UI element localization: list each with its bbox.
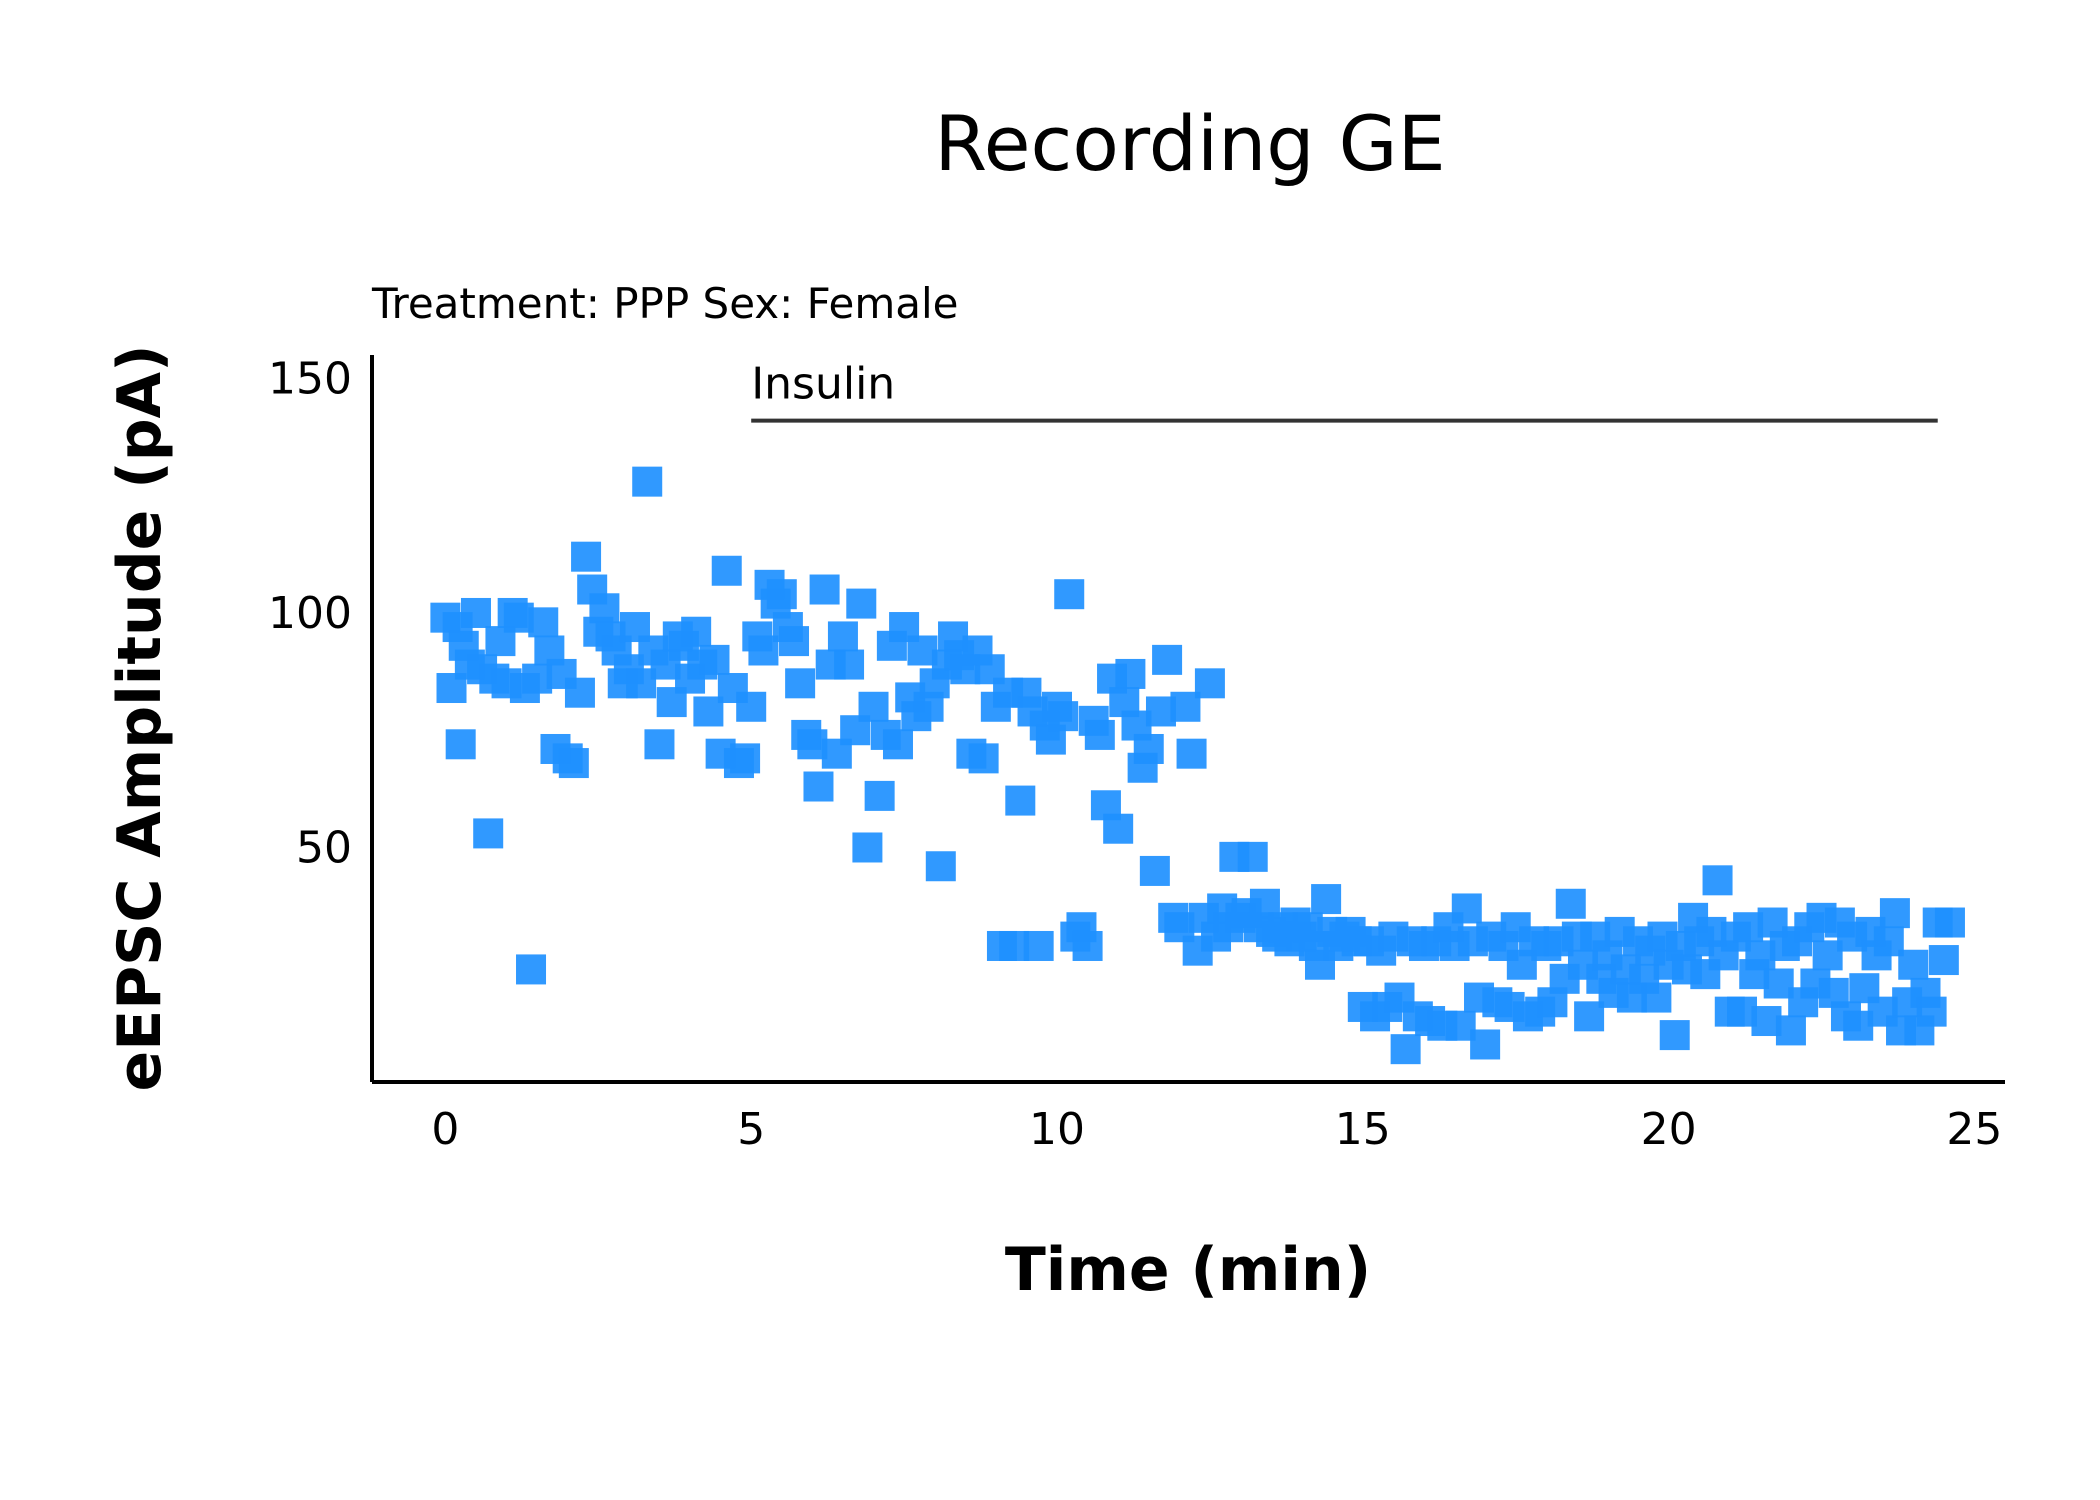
x-tick-label: 15 [1335, 1104, 1391, 1155]
x-axis-label: Time (min) [1005, 1235, 1371, 1305]
y-tick-label: 150 [268, 353, 352, 404]
y-tick-labels: 50 100 150 [268, 353, 352, 873]
data-point [1390, 1034, 1421, 1065]
data-point [1916, 996, 1947, 1027]
data-point [846, 588, 877, 619]
data-point [1898, 949, 1929, 980]
chart-title: Recording GE [934, 99, 1445, 188]
data-point [968, 743, 999, 774]
x-tick-label: 25 [1946, 1104, 2002, 1155]
y-axis-label: eEPSC Amplitude (pA) [105, 345, 175, 1092]
data-point [632, 466, 663, 497]
data-point [1048, 701, 1079, 732]
data-points [430, 466, 1965, 1065]
data-point [564, 677, 595, 708]
data-point [1176, 738, 1207, 769]
data-point [766, 579, 797, 610]
x-tick-labels: 0 5 10 15 20 25 [431, 1104, 2002, 1155]
data-point [1072, 930, 1103, 961]
data-point [1641, 982, 1672, 1013]
data-point [644, 729, 675, 760]
x-tick-label: 0 [431, 1104, 459, 1155]
data-point [1084, 719, 1115, 750]
y-tick-label: 50 [296, 822, 352, 873]
data-point [852, 832, 883, 863]
data-point [1005, 785, 1036, 816]
data-point [1928, 945, 1959, 976]
y-tick-label: 100 [268, 588, 352, 639]
chart-subtitle: Treatment: PPP Sex: Female [371, 279, 959, 328]
data-point [1659, 1020, 1690, 1051]
data-point [1023, 930, 1054, 961]
data-point [473, 818, 504, 849]
data-point [1139, 855, 1170, 886]
data-point [1133, 733, 1164, 764]
data-point [925, 851, 956, 882]
data-point [1934, 907, 1965, 938]
data-point [1555, 888, 1586, 919]
data-point [516, 954, 547, 985]
data-point [1775, 1015, 1806, 1046]
data-point [571, 541, 602, 572]
data-point [528, 607, 559, 638]
data-point [1470, 1029, 1501, 1060]
x-tick-label: 10 [1029, 1104, 1085, 1155]
data-point [699, 644, 730, 675]
data-point [779, 626, 810, 657]
data-point [1194, 668, 1225, 699]
x-tick-label: 5 [737, 1104, 765, 1155]
data-point [809, 574, 840, 605]
data-point [1115, 658, 1146, 689]
data-point [1103, 813, 1134, 844]
data-point [730, 743, 761, 774]
data-point [589, 593, 620, 624]
data-point [834, 649, 865, 680]
data-point [1702, 865, 1733, 896]
data-point [1152, 644, 1183, 675]
data-point [711, 555, 742, 586]
data-point [1451, 893, 1482, 924]
data-point [858, 691, 889, 722]
data-point [882, 729, 913, 760]
insulin-label: Insulin [751, 359, 895, 410]
data-point [1237, 841, 1268, 872]
x-tick-label: 20 [1641, 1104, 1697, 1155]
data-point [460, 597, 491, 628]
data-point [681, 616, 712, 647]
data-point [445, 729, 476, 760]
data-point [827, 621, 858, 652]
data-point [1311, 884, 1342, 915]
data-point [736, 691, 767, 722]
data-point [1879, 898, 1910, 929]
data-point [785, 668, 816, 699]
data-point [803, 771, 834, 802]
data-point [1054, 579, 1085, 610]
data-point [864, 780, 895, 811]
data-point [558, 748, 589, 779]
